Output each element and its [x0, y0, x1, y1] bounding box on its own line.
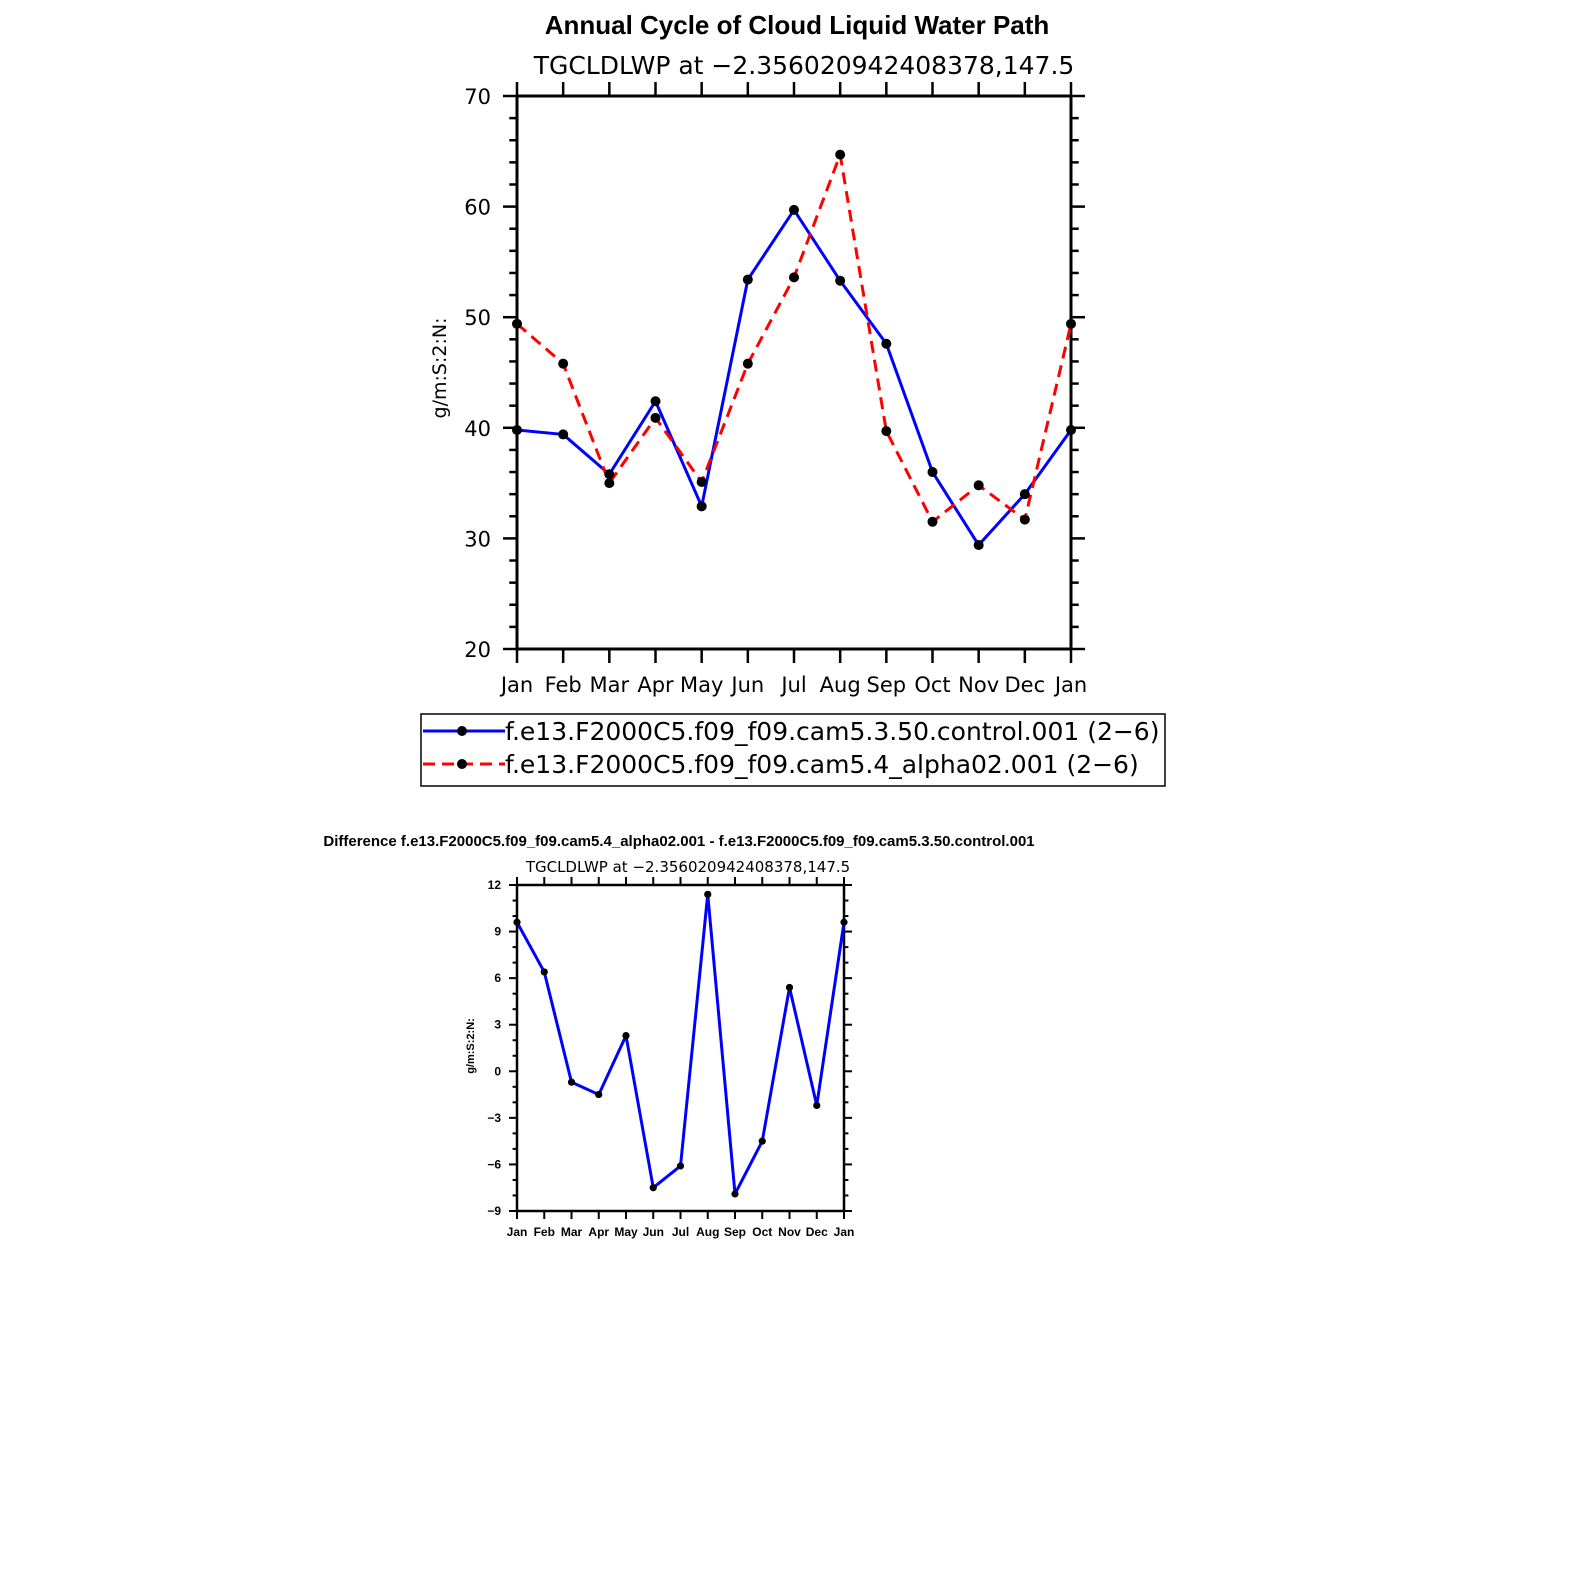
chart2-xtick-label: Sep	[724, 1225, 746, 1239]
chart2-xtick-label: May	[614, 1225, 638, 1239]
chart2-point	[758, 1137, 766, 1145]
chart1-series-line-0	[516, 208, 1073, 547]
chart1-xtick-label: Jun	[729, 673, 764, 697]
chart2-point	[540, 968, 548, 976]
chart1-point	[973, 540, 984, 551]
chart1-point	[789, 204, 799, 215]
chart2-xtick-label: Feb	[534, 1225, 555, 1239]
chart1-point	[835, 275, 846, 286]
chart2-xtick-label: Jan	[834, 1225, 855, 1239]
chart1-point	[973, 480, 984, 491]
chart1-ytick-label: 20	[464, 638, 491, 662]
chart2-ytick-label: −9	[487, 1204, 501, 1218]
chart1-point	[835, 149, 846, 160]
chart1-legend: f.e13.F2000C5.f09_f09.cam5.3.50.control.…	[420, 713, 1166, 787]
chart1-point	[742, 358, 753, 369]
chart1-xtick-label: May	[680, 673, 723, 697]
chart1-point	[789, 272, 799, 283]
chart1-point	[558, 429, 569, 440]
chart2-title: Difference f.e13.F2000C5.f09_f09.cam5.4_…	[323, 833, 1034, 850]
chart2-series-line-0	[515, 892, 846, 1196]
chart1-point	[1019, 514, 1030, 525]
chart1-xtick-label: Jul	[779, 673, 806, 697]
chart1-xtick-label: Mar	[590, 673, 630, 697]
chart1-point	[558, 358, 569, 369]
chart2-point	[622, 1031, 630, 1040]
chart2-xtick-label: Jul	[672, 1225, 689, 1239]
chart2-xtick-label: Jun	[643, 1225, 664, 1239]
chart2-xtick-label: Oct	[752, 1225, 772, 1239]
chart2-ytick-label: 0	[494, 1064, 501, 1078]
chart1-ytick-label: 50	[464, 306, 491, 330]
legend-marker-alpha02	[457, 759, 467, 769]
chart1-ytick-label: 60	[464, 196, 491, 220]
chart1-point	[604, 478, 615, 489]
chart1-xtick-label: Sep	[867, 673, 907, 697]
chart2-point	[676, 1162, 685, 1170]
chart1-point	[512, 318, 522, 329]
chart2-xtick-label: Dec	[806, 1225, 828, 1239]
chart1-ytick-label: 70	[464, 85, 491, 109]
chart1-point	[696, 476, 707, 487]
chart2-point	[649, 1184, 657, 1192]
chart1-ytick-label: 40	[464, 417, 491, 441]
chart2-ytick-label: −3	[487, 1111, 501, 1125]
chart2-ytick-label: 12	[488, 878, 502, 892]
chart2-xtick-label: Jan	[507, 1225, 528, 1239]
chart2-point	[513, 918, 521, 926]
chart1-subtitle: TGCLDLWP at −2.356020942408378,147.5	[533, 51, 1075, 80]
chart1-point	[742, 274, 753, 285]
chart2-ytick-label: 3	[494, 1018, 501, 1032]
chart2-point	[704, 890, 712, 898]
chart1-ylabel: g/m:S:2:N:	[429, 318, 451, 419]
chart2-ytick-label: 6	[494, 971, 501, 985]
chart2-xtick-label: Mar	[561, 1225, 583, 1239]
chart2-subtitle: TGCLDLWP at −2.356020942408378,147.5	[525, 858, 850, 876]
chart1-xtick-label: Dec	[1005, 673, 1046, 697]
chart2-point	[567, 1078, 576, 1086]
chart2-xtick-label: Aug	[696, 1225, 719, 1239]
chart1-point	[881, 426, 892, 437]
chart1-title: Annual Cycle of Cloud Liquid Water Path	[545, 10, 1050, 40]
chart2-xtick-label: Apr	[588, 1225, 609, 1239]
chart1-point	[927, 467, 938, 478]
chart1-point	[1066, 425, 1076, 436]
chart1-xtick-label: Jan	[1053, 673, 1087, 697]
chart1-point	[1019, 489, 1030, 500]
chart1-xtick-label: Jan	[499, 673, 533, 697]
chart2-plot: Jan Feb Mar Apr May Jun Jul Aug Sep Oct Nov Dec Jan−…	[487, 877, 854, 1239]
legend-label-control: f.e13.F2000C5.f09_f09.cam5.3.50.control.…	[505, 717, 1159, 746]
chart2-point	[840, 918, 848, 926]
chart1-xtick-label: Nov	[958, 673, 999, 697]
chart1-xtick-label: Aug	[820, 673, 861, 697]
chart1-point	[927, 516, 938, 527]
chart1-xtick-label: Apr	[637, 673, 674, 697]
chart2-point	[595, 1090, 603, 1099]
chart1-point	[512, 425, 522, 436]
chart2-point	[731, 1190, 739, 1198]
legend-label-alpha02: f.e13.F2000C5.f09_f09.cam5.4_alpha02.001…	[505, 750, 1139, 779]
chart2-point	[813, 1101, 821, 1110]
chart1-point	[650, 412, 661, 423]
chart1-frame	[515, 94, 1073, 651]
chart1-xtick-label: Feb	[545, 673, 582, 697]
chart1-point	[881, 338, 892, 349]
chart1-point	[650, 396, 661, 407]
chart2-xtick-label: Nov	[778, 1225, 801, 1239]
legend-box	[420, 713, 1166, 787]
chart2-ylabel: g/m:S:2:N:	[465, 1018, 477, 1074]
chart1-point	[696, 501, 707, 512]
legend-marker-control	[457, 726, 467, 736]
chart2-ytick-label: 9	[494, 925, 501, 939]
chart1-point	[1066, 318, 1076, 329]
chart1-plot: Jan Feb Mar Apr May Jun Jul Aug Sep Oct Nov Dec Jan 2…	[464, 82, 1087, 697]
chart2-ytick-label: −6	[487, 1157, 501, 1171]
chart1-xtick-label: Oct	[914, 673, 950, 697]
chart1-ytick-label: 30	[464, 527, 491, 551]
chart2-point	[785, 983, 794, 992]
chart1-point	[604, 469, 615, 480]
